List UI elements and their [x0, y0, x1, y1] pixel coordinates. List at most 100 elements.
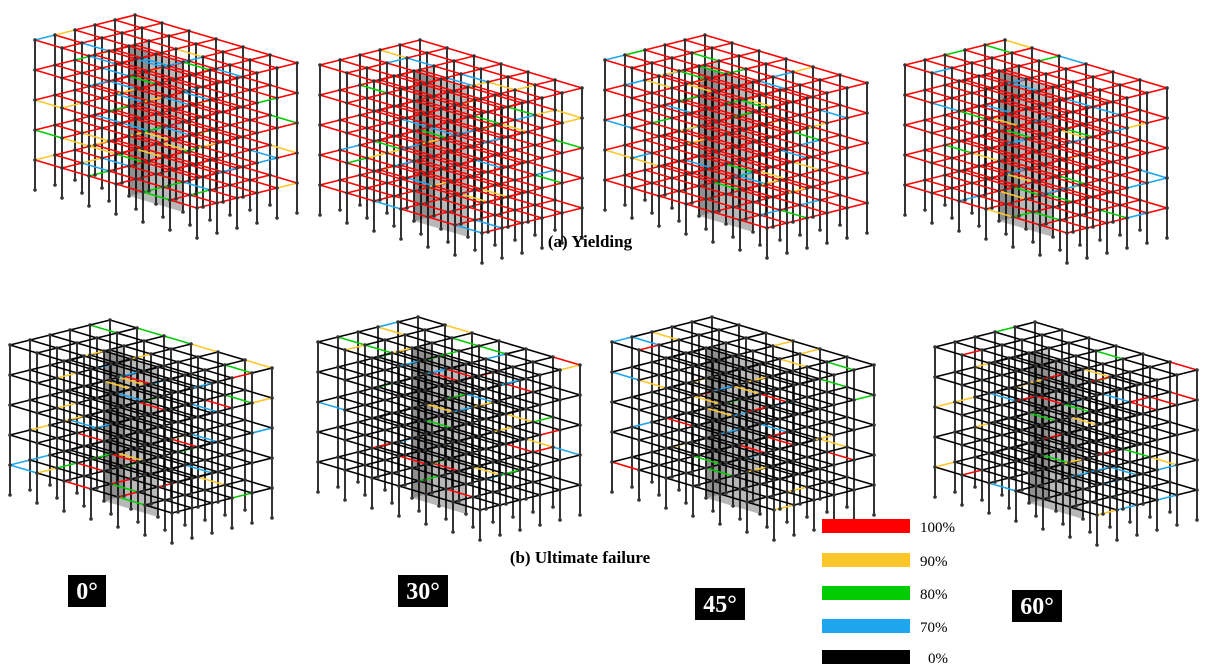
node: [526, 130, 530, 134]
node: [650, 211, 654, 215]
member: [30, 425, 50, 430]
node: [703, 93, 707, 97]
node: [376, 355, 380, 359]
node: [396, 380, 400, 384]
node: [214, 157, 218, 161]
member: [62, 103, 82, 108]
node: [127, 74, 131, 78]
member: [666, 383, 686, 388]
node: [903, 183, 907, 187]
member: [1120, 115, 1147, 123]
node: [450, 456, 454, 460]
node: [250, 401, 254, 405]
node: [416, 375, 420, 379]
member: [64, 416, 84, 421]
member: [318, 432, 345, 440]
node: [812, 438, 816, 442]
node: [792, 443, 796, 447]
node: [493, 93, 497, 97]
node: [230, 436, 234, 440]
node: [1105, 191, 1109, 195]
member: [82, 38, 102, 43]
node: [832, 403, 836, 407]
node: [452, 89, 456, 93]
node: [677, 189, 681, 193]
node: [432, 94, 436, 98]
node: [798, 173, 802, 177]
node: [811, 185, 815, 189]
node: [650, 480, 654, 484]
node: [190, 536, 194, 540]
node: [764, 92, 768, 96]
node: [53, 123, 57, 127]
node: [1071, 80, 1075, 84]
member: [979, 71, 999, 76]
node: [791, 160, 795, 164]
node: [336, 365, 340, 369]
node: [423, 388, 427, 392]
node: [176, 420, 180, 424]
node: [524, 437, 528, 441]
member: [387, 58, 407, 63]
member: [820, 80, 847, 88]
member: [64, 446, 84, 451]
member: [553, 417, 580, 425]
member: [185, 490, 205, 495]
member: [1120, 110, 1140, 115]
node: [771, 434, 775, 438]
node: [417, 479, 421, 483]
node: [215, 231, 219, 235]
node: [472, 54, 476, 58]
node: [372, 79, 376, 83]
node: [730, 101, 734, 105]
node: [450, 486, 454, 490]
node: [650, 61, 654, 65]
node: [108, 378, 112, 382]
node: [650, 181, 654, 185]
node: [963, 108, 967, 112]
frame: [8, 318, 274, 545]
node: [116, 375, 120, 379]
node: [1165, 146, 1169, 150]
member: [35, 65, 55, 70]
member: [632, 422, 652, 427]
node: [142, 459, 146, 463]
member: [318, 342, 345, 350]
node: [1125, 186, 1129, 190]
node: [143, 383, 147, 387]
node: [933, 345, 937, 349]
node: [731, 444, 735, 448]
member: [270, 175, 297, 183]
member: [925, 60, 952, 68]
node: [35, 351, 39, 355]
node: [115, 481, 119, 485]
node: [1085, 226, 1089, 230]
node: [650, 121, 654, 125]
node: [772, 448, 776, 452]
member: [1150, 422, 1170, 427]
node: [704, 376, 708, 380]
member: [975, 337, 1002, 345]
member: [164, 336, 191, 344]
node: [459, 222, 463, 226]
node: [478, 508, 482, 512]
member: [30, 370, 57, 378]
node: [758, 482, 762, 486]
node: [657, 134, 661, 138]
node: [792, 383, 796, 387]
member: [89, 111, 109, 116]
member: [374, 106, 394, 111]
node: [248, 58, 252, 62]
node: [805, 126, 809, 130]
node: [872, 393, 876, 397]
node: [196, 415, 200, 419]
node: [93, 143, 97, 147]
member: [955, 397, 975, 402]
member: [625, 170, 645, 175]
member: [542, 183, 562, 188]
member: [1066, 64, 1086, 69]
member: [374, 166, 394, 171]
node: [690, 440, 694, 444]
member: [959, 106, 979, 111]
node: [772, 388, 776, 392]
